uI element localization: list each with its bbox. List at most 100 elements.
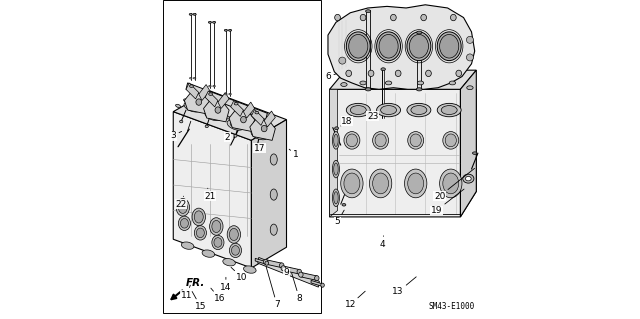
Ellipse shape	[333, 163, 338, 175]
Ellipse shape	[410, 134, 421, 147]
Polygon shape	[264, 111, 275, 127]
Ellipse shape	[205, 110, 221, 121]
Text: 22: 22	[175, 196, 187, 209]
Ellipse shape	[335, 14, 340, 21]
Text: 15: 15	[192, 292, 206, 311]
Ellipse shape	[365, 10, 371, 13]
Text: 1: 1	[289, 149, 299, 159]
Ellipse shape	[411, 106, 427, 115]
Ellipse shape	[297, 269, 301, 274]
Ellipse shape	[228, 29, 232, 31]
Polygon shape	[186, 83, 199, 99]
Ellipse shape	[212, 235, 224, 249]
Text: 9: 9	[284, 268, 290, 277]
Ellipse shape	[346, 134, 358, 147]
Ellipse shape	[265, 261, 269, 265]
Text: 8: 8	[292, 273, 302, 303]
Text: 7: 7	[266, 267, 280, 309]
Ellipse shape	[180, 120, 183, 123]
Ellipse shape	[437, 103, 461, 117]
Polygon shape	[301, 272, 317, 280]
Ellipse shape	[261, 125, 267, 132]
Ellipse shape	[223, 258, 236, 266]
Ellipse shape	[224, 29, 227, 31]
Ellipse shape	[443, 131, 459, 149]
Ellipse shape	[426, 70, 431, 77]
Text: 10: 10	[231, 267, 248, 282]
Ellipse shape	[205, 125, 209, 128]
Ellipse shape	[225, 116, 230, 119]
Ellipse shape	[281, 266, 285, 271]
Ellipse shape	[241, 116, 246, 123]
Ellipse shape	[229, 243, 241, 258]
Ellipse shape	[227, 226, 241, 243]
Ellipse shape	[195, 226, 207, 240]
Ellipse shape	[187, 104, 198, 110]
Ellipse shape	[184, 99, 188, 102]
Ellipse shape	[229, 228, 238, 241]
Polygon shape	[229, 110, 255, 131]
Ellipse shape	[212, 21, 216, 23]
Ellipse shape	[376, 103, 401, 117]
Text: 11: 11	[181, 285, 193, 300]
Ellipse shape	[410, 34, 428, 58]
Ellipse shape	[451, 14, 456, 21]
Ellipse shape	[368, 114, 372, 119]
Ellipse shape	[385, 81, 392, 85]
Text: 23: 23	[367, 112, 378, 121]
Text: 17: 17	[253, 143, 265, 153]
Ellipse shape	[375, 134, 386, 147]
Polygon shape	[199, 85, 210, 100]
Ellipse shape	[299, 272, 303, 277]
Ellipse shape	[333, 134, 338, 146]
Ellipse shape	[193, 77, 196, 79]
Text: SM43-E1000: SM43-E1000	[428, 302, 475, 311]
Polygon shape	[205, 91, 218, 107]
Ellipse shape	[176, 198, 189, 216]
Ellipse shape	[196, 99, 202, 105]
Text: 14: 14	[220, 277, 232, 292]
Ellipse shape	[210, 218, 223, 235]
Text: 6: 6	[325, 72, 336, 81]
Ellipse shape	[315, 276, 319, 281]
Ellipse shape	[203, 107, 207, 110]
Polygon shape	[258, 257, 319, 287]
Ellipse shape	[212, 220, 221, 233]
Ellipse shape	[467, 86, 473, 90]
Ellipse shape	[244, 266, 256, 273]
Ellipse shape	[230, 122, 241, 128]
Ellipse shape	[467, 54, 474, 61]
Ellipse shape	[193, 13, 196, 15]
Ellipse shape	[234, 135, 237, 137]
Ellipse shape	[463, 174, 474, 183]
Ellipse shape	[339, 57, 346, 64]
Ellipse shape	[332, 189, 339, 207]
Ellipse shape	[381, 68, 385, 70]
Polygon shape	[311, 280, 323, 286]
Ellipse shape	[440, 169, 462, 198]
Ellipse shape	[270, 189, 277, 200]
Ellipse shape	[280, 263, 284, 268]
Ellipse shape	[214, 238, 222, 247]
Ellipse shape	[404, 169, 427, 198]
Text: FR.: FR.	[186, 278, 205, 288]
Polygon shape	[252, 120, 287, 268]
Ellipse shape	[181, 242, 194, 249]
Ellipse shape	[376, 32, 401, 61]
Ellipse shape	[179, 201, 188, 213]
Ellipse shape	[346, 70, 351, 77]
Ellipse shape	[346, 32, 371, 61]
Ellipse shape	[346, 103, 371, 117]
Ellipse shape	[321, 283, 324, 287]
Ellipse shape	[264, 259, 268, 264]
Ellipse shape	[215, 107, 221, 113]
Ellipse shape	[340, 83, 347, 86]
Polygon shape	[255, 258, 267, 264]
Ellipse shape	[344, 131, 360, 149]
Polygon shape	[173, 112, 252, 268]
Ellipse shape	[189, 13, 193, 15]
Ellipse shape	[437, 32, 461, 61]
Ellipse shape	[381, 106, 397, 115]
Text: 18: 18	[340, 117, 353, 126]
Polygon shape	[330, 89, 476, 217]
